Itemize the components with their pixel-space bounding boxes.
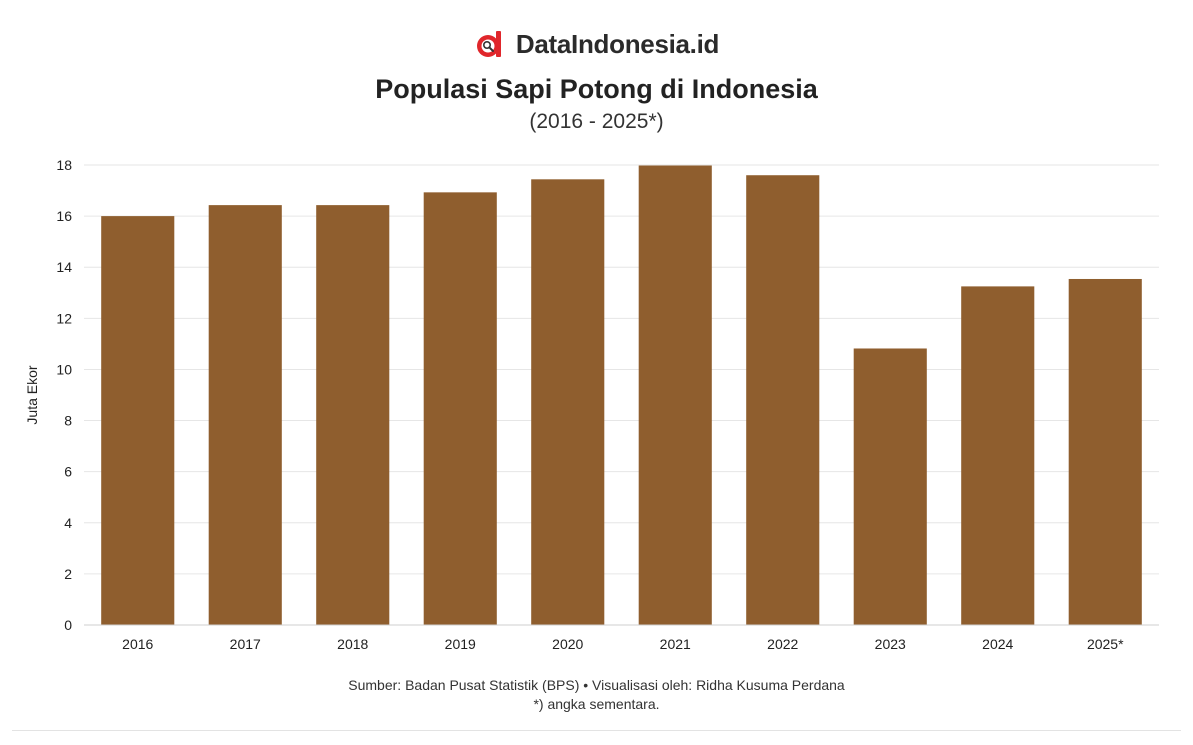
y-tick-label: 2 bbox=[64, 566, 72, 582]
bar-2023 bbox=[853, 348, 927, 625]
bar-2018 bbox=[316, 205, 390, 625]
bar-2025 bbox=[1068, 278, 1142, 625]
bars bbox=[101, 165, 1142, 626]
y-tick-label: 8 bbox=[64, 413, 72, 429]
y-tick-label: 4 bbox=[64, 515, 72, 531]
x-tick-label: 2023 bbox=[875, 636, 906, 652]
x-tick-label: 2022 bbox=[767, 636, 798, 652]
x-tick-label: 2018 bbox=[337, 636, 368, 652]
bar-2024 bbox=[961, 286, 1035, 625]
bar-2019 bbox=[423, 192, 497, 625]
bar-2022 bbox=[746, 175, 820, 625]
y-tick-label: 14 bbox=[56, 259, 72, 275]
divider bbox=[12, 730, 1181, 731]
y-tick-label: 16 bbox=[56, 208, 72, 224]
chart-title: Populasi Sapi Potong di Indonesia bbox=[375, 74, 818, 104]
brand-name: DataIndonesia.id bbox=[515, 28, 720, 59]
x-tick-label: 2016 bbox=[122, 636, 153, 652]
x-tick-label: 2019 bbox=[445, 636, 476, 652]
brand-header: DataIndonesia.id bbox=[0, 26, 1193, 62]
bar-2020 bbox=[531, 179, 605, 626]
x-tick-label: 2025* bbox=[1087, 636, 1124, 652]
y-axis-label: Juta Ekor bbox=[24, 365, 40, 424]
y-tick-label: 18 bbox=[56, 157, 72, 173]
y-tick-label: 0 bbox=[64, 617, 72, 633]
axes: 0 2 4 6 8 10 12 14 16 18 2016 2017 2018 2019 2020 2021 2… bbox=[56, 157, 1159, 652]
source-credit: Sumber: Badan Pusat Statistik (BPS) • Vi… bbox=[348, 677, 845, 693]
dataindonesia-logo-icon bbox=[476, 31, 501, 57]
footnote: *) angka sementara. bbox=[533, 696, 660, 712]
x-tick-label: 2017 bbox=[230, 636, 261, 652]
y-tick-label: 12 bbox=[56, 310, 72, 326]
chart-subtitle: (2016 - 2025*) bbox=[529, 110, 664, 133]
bar-2021 bbox=[638, 165, 712, 625]
x-tick-label: 2021 bbox=[660, 636, 691, 652]
x-tick-label: 2020 bbox=[552, 636, 583, 652]
x-tick-label: 2024 bbox=[982, 636, 1013, 652]
y-tick-label: 6 bbox=[64, 464, 72, 480]
y-tick-label: 10 bbox=[56, 361, 72, 377]
chart-footer: Sumber: Badan Pusat Statistik (BPS) • Vi… bbox=[0, 676, 1193, 714]
bar-2017 bbox=[208, 205, 282, 625]
bar-2016 bbox=[101, 216, 175, 625]
